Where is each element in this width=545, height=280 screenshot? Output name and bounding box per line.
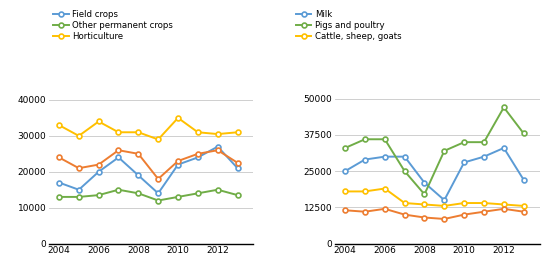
Legend: Milk, Pigs and poultry, Cattle, sheep, goats: Milk, Pigs and poultry, Cattle, sheep, g… [296,10,402,41]
Legend: Field crops, Other permanent crops, Horticulture: Field crops, Other permanent crops, Hort… [53,10,173,41]
